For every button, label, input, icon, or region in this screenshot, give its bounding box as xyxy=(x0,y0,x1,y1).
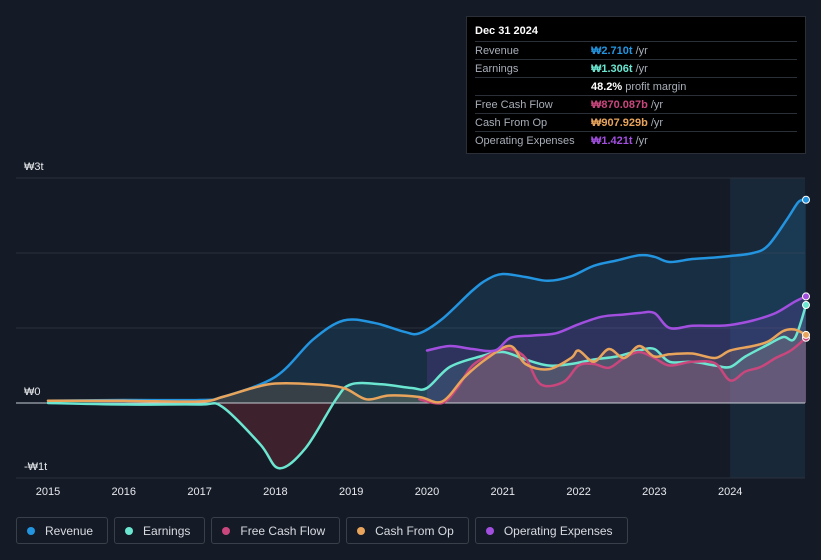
legend-label: Cash From Op xyxy=(375,523,454,538)
hover-tooltip: Dec 31 2024 Revenue ₩2.710t/yr Earnings ₩1.… xyxy=(466,16,806,154)
x-tick-label: 2015 xyxy=(36,486,60,498)
y-tick-label: ₩3t xyxy=(24,161,44,173)
tooltip-row-label: Earnings xyxy=(475,62,519,75)
tooltip-row-value: ₩1.306t xyxy=(591,62,633,75)
tooltip-rows: Revenue ₩2.710t/yr Earnings ₩1.306t/yr 48.2%… xyxy=(475,41,797,149)
x-axis-labels: 2015 2016 2017 2018 2019 2020 2021 2022 2023 2024 xyxy=(36,486,743,498)
tooltip-row: 48.2% profit margin xyxy=(475,77,797,95)
tooltip-row-value: ₩907.929b xyxy=(591,116,648,129)
legend-dot-icon xyxy=(357,526,366,535)
x-tick-label: 2016 xyxy=(112,486,136,498)
legend-dot-icon xyxy=(485,526,494,535)
tooltip-date: Dec 31 2024 xyxy=(475,25,538,37)
end-marker-revenue xyxy=(802,195,810,204)
x-tick-label: 2020 xyxy=(415,486,439,498)
tooltip-row-value: 48.2% xyxy=(591,80,623,93)
tooltip-row-value: ₩870.087b xyxy=(591,98,648,111)
tooltip-row: Revenue ₩2.710t/yr xyxy=(475,41,797,59)
chart-area: ₩3t₩0-₩1t 2015 2016 2017 2018 2019 2020 2021 20… xyxy=(16,161,810,498)
y-tick-label: -₩1t xyxy=(24,461,47,473)
x-tick-label: 2022 xyxy=(566,486,590,498)
tooltip-row: Cash From Op ₩907.929b/yr xyxy=(475,113,797,131)
legend-item-earnings[interactable]: Earnings xyxy=(114,517,206,544)
legend-item-free-cash-flow[interactable]: Free Cash Flow xyxy=(211,517,341,544)
tooltip-row: Operating Expenses ₩1.421t/yr xyxy=(475,131,797,149)
x-tick-label: 2018 xyxy=(263,486,287,498)
tooltip-row-label: Operating Expenses xyxy=(475,134,575,147)
area-free-cash-flow xyxy=(419,337,806,404)
line-cash-from-op xyxy=(46,327,808,404)
x-tick-label: 2017 xyxy=(187,486,211,498)
legend-dot-icon xyxy=(27,526,35,535)
x-tick-label: 2019 xyxy=(339,486,363,498)
x-tick-label: 2024 xyxy=(718,486,742,498)
series-areas xyxy=(48,199,806,469)
tooltip-row-unit: /yr xyxy=(635,44,648,57)
tooltip-row-unit: profit margin xyxy=(625,80,687,93)
legend-item-operating-expenses[interactable]: Operating Expenses xyxy=(474,517,628,544)
tooltip-row: Earnings ₩1.306t/yr xyxy=(475,59,797,77)
area-earnings xyxy=(48,305,806,403)
legend-item-revenue[interactable]: Revenue xyxy=(16,517,109,544)
tooltip-row-unit: /yr xyxy=(635,62,648,75)
tooltip-row-label: Revenue xyxy=(475,44,520,57)
legend-label: Earnings xyxy=(143,523,191,538)
tooltip-row-unit: /yr xyxy=(650,116,664,129)
tooltip-row-unit: /yr xyxy=(650,98,664,111)
end-marker-earnings xyxy=(802,301,810,310)
x-tick-label: 2023 xyxy=(642,486,666,498)
series-end-markers xyxy=(802,195,810,342)
series-lines xyxy=(46,198,808,470)
tooltip-row-label: Cash From Op xyxy=(475,116,548,129)
legend-label: Revenue xyxy=(45,523,94,538)
tooltip-row-label: Free Cash Flow xyxy=(475,98,553,111)
y-axis-labels: ₩3t ₩0 -₩1t xyxy=(24,161,47,473)
legend-label: Free Cash Flow xyxy=(240,523,326,538)
tooltip-row-value: ₩1.421t xyxy=(591,134,633,147)
tooltip-row: Free Cash Flow ₩870.087b/yr xyxy=(475,95,797,113)
area-cash-from-op xyxy=(48,329,806,403)
legend: Revenue Earnings Free Cash Flow Cash From O… xyxy=(16,517,628,544)
end-marker-cash-from-op xyxy=(802,330,810,339)
line-operating-expenses xyxy=(425,295,808,353)
legend-item-cash-from-op[interactable]: Cash From Op xyxy=(346,517,469,544)
line-revenue xyxy=(46,198,808,403)
tooltip-row-value: ₩2.710t xyxy=(591,44,633,57)
tooltip-row-unit: /yr xyxy=(635,134,648,147)
end-marker-operating-expenses xyxy=(802,292,810,301)
legend-dot-icon xyxy=(222,526,231,535)
x-tick-label: 2021 xyxy=(491,486,515,498)
legend-label: Operating Expenses xyxy=(503,523,613,538)
legend-dot-icon xyxy=(125,526,134,535)
area-operating-expenses xyxy=(427,296,806,403)
y-tick-label: ₩0 xyxy=(24,386,41,398)
